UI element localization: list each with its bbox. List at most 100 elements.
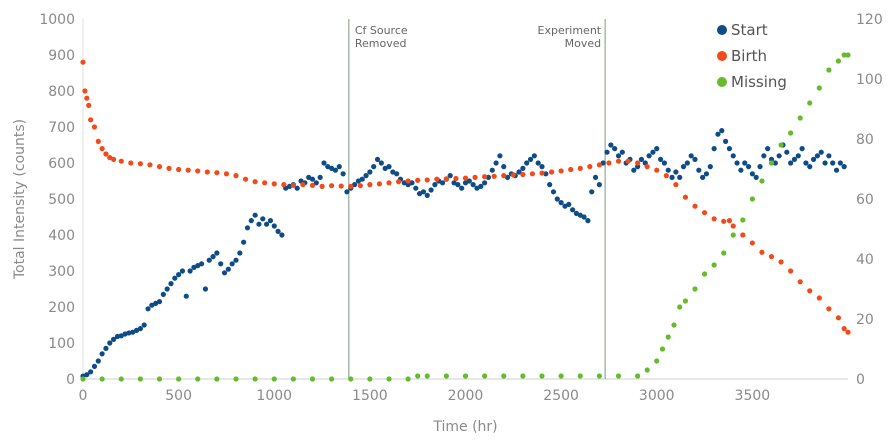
y-tick-label: 1000 xyxy=(39,12,75,28)
data-point-start xyxy=(244,225,251,231)
legend-marker-start xyxy=(717,25,727,35)
data-point-birth xyxy=(281,182,287,188)
data-point-start xyxy=(638,156,645,162)
data-point-birth xyxy=(778,259,784,265)
data-point-birth xyxy=(395,179,402,185)
data-point-birth xyxy=(147,162,153,168)
data-point-birth xyxy=(701,210,708,216)
data-point-start xyxy=(700,174,706,180)
data-point-missing xyxy=(740,217,746,223)
data-point-birth xyxy=(491,173,497,179)
data-point-start xyxy=(198,261,205,267)
data-point-start xyxy=(248,218,254,224)
data-point-start xyxy=(803,160,809,166)
data-point-birth xyxy=(271,181,277,187)
data-point-start xyxy=(95,358,101,364)
data-point-start xyxy=(317,174,323,180)
data-point-birth xyxy=(807,288,813,294)
data-point-birth xyxy=(415,177,421,183)
data-point-start xyxy=(822,160,828,166)
data-point-missing xyxy=(176,376,182,382)
data-point-start xyxy=(776,153,782,159)
data-point-start xyxy=(531,153,537,159)
data-point-missing xyxy=(730,232,736,238)
data-point-birth xyxy=(128,160,134,166)
data-point-start xyxy=(539,164,545,170)
data-point-birth xyxy=(711,216,717,222)
data-point-start xyxy=(367,169,373,175)
x-tick-label: 500 xyxy=(165,388,192,404)
data-point-birth xyxy=(453,175,459,182)
data-point-birth xyxy=(111,156,117,162)
data-point-missing xyxy=(558,373,564,379)
data-point-birth xyxy=(635,160,641,166)
data-point-birth xyxy=(176,166,182,173)
data-point-start xyxy=(768,156,775,162)
data-point-birth xyxy=(99,146,105,152)
y-tick-label: 100 xyxy=(48,336,75,352)
y2-tick-label: 40 xyxy=(856,252,874,268)
data-point-missing xyxy=(348,376,354,382)
data-point-start xyxy=(187,268,193,274)
data-point-start xyxy=(558,200,564,206)
data-point-missing xyxy=(654,358,660,364)
data-point-start xyxy=(164,286,170,292)
data-point-start xyxy=(772,160,778,166)
y2-tick-label: 20 xyxy=(856,312,874,328)
data-point-start xyxy=(103,345,109,351)
data-point-birth xyxy=(472,174,478,180)
data-point-start xyxy=(378,160,384,166)
data-point-birth xyxy=(577,165,583,171)
y2-tick-label: 100 xyxy=(856,72,883,88)
data-point-missing xyxy=(671,322,677,328)
data-point-birth xyxy=(749,240,755,246)
data-point-start xyxy=(615,153,622,159)
data-point-start xyxy=(455,182,461,188)
data-point-birth xyxy=(462,175,469,181)
data-point-birth xyxy=(118,158,124,164)
data-point-birth xyxy=(338,183,344,189)
data-point-start xyxy=(657,156,664,162)
data-point-start xyxy=(619,149,625,155)
data-point-start xyxy=(765,146,771,152)
data-point-start xyxy=(711,146,717,152)
data-point-birth xyxy=(91,124,98,130)
data-point-birth xyxy=(730,223,736,229)
data-point-start xyxy=(527,156,534,162)
data-point-missing xyxy=(405,376,411,382)
data-point-start xyxy=(359,176,365,182)
data-point-birth xyxy=(242,176,249,182)
data-point-start xyxy=(424,192,430,198)
data-point-start xyxy=(830,160,836,166)
data-point-missing xyxy=(759,178,765,184)
data-point-start xyxy=(703,171,710,177)
data-point-missing xyxy=(797,115,803,121)
data-point-start xyxy=(309,176,316,182)
data-point-birth xyxy=(529,171,536,177)
data-point-birth xyxy=(156,164,163,170)
y-tick-label: 300 xyxy=(48,264,75,280)
data-point-missing xyxy=(665,334,671,340)
data-point-start xyxy=(84,372,90,378)
data-point-start xyxy=(753,174,759,180)
data-point-start xyxy=(585,218,591,224)
x-axis-title: Time (hr) xyxy=(432,419,497,435)
data-point-start xyxy=(374,156,381,162)
data-point-missing xyxy=(501,373,507,379)
data-point-start xyxy=(814,153,821,159)
data-point-start xyxy=(321,160,327,166)
legend-marker-missing xyxy=(717,77,727,87)
data-point-start xyxy=(160,291,166,297)
data-point-missing xyxy=(252,376,258,382)
data-point-start xyxy=(497,153,503,159)
data-point-start xyxy=(788,160,794,166)
data-point-missing xyxy=(596,373,602,379)
data-point-missing xyxy=(367,376,373,382)
data-point-start xyxy=(547,182,553,188)
y-tick-label: 200 xyxy=(48,300,75,316)
data-point-birth xyxy=(424,177,430,183)
data-point-start xyxy=(489,167,495,173)
data-point-start xyxy=(88,369,94,375)
data-point-start xyxy=(807,164,813,170)
data-point-start xyxy=(738,167,744,173)
